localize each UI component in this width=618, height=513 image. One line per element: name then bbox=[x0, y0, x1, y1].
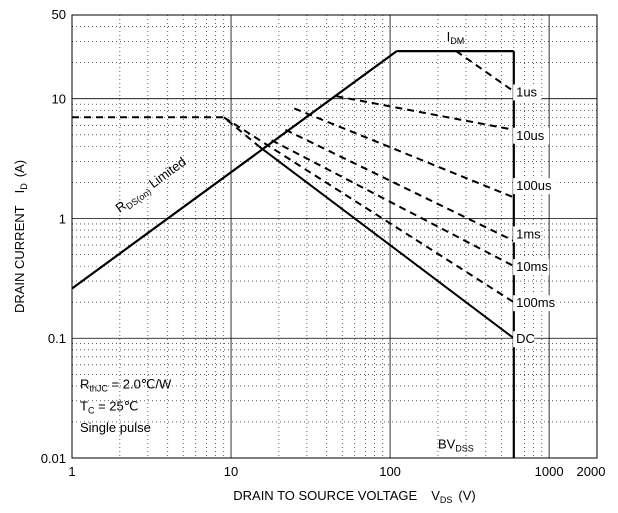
tc-note: TC = 25℃ bbox=[80, 398, 138, 415]
soa-lines bbox=[71, 49, 515, 458]
y-tick-labels: 0.01 0.1 1 10 50 bbox=[41, 7, 66, 466]
curve-label: 10ms bbox=[516, 259, 548, 274]
curve-label: 1us bbox=[516, 84, 537, 99]
y-tick-label: 0.01 bbox=[41, 451, 66, 466]
plot-frame bbox=[71, 14, 598, 459]
curve-100us bbox=[293, 107, 515, 199]
y-tick-label: 1 bbox=[59, 211, 66, 226]
curve-label-bg bbox=[513, 178, 557, 195]
boundary-rds-on bbox=[71, 50, 398, 290]
y-tick-label: 50 bbox=[52, 7, 66, 22]
curve-label-bg bbox=[513, 331, 535, 348]
curve-dc-dashed-extension bbox=[72, 116, 260, 148]
x-tick-label: 10 bbox=[224, 464, 238, 479]
curve-label: 100us bbox=[516, 178, 552, 193]
curve-label-bg bbox=[513, 84, 542, 101]
curve-10ms bbox=[271, 139, 515, 267]
curve-label: 100ms bbox=[516, 295, 556, 310]
y-tick-label: 10 bbox=[52, 92, 66, 107]
rds-on-limited-label: RDS(on) Limited bbox=[112, 154, 189, 217]
bvdss-label: BVDSS bbox=[438, 436, 474, 453]
x-tick-labels: 1 10 100 1000 2000 bbox=[68, 464, 605, 479]
curve-1us bbox=[455, 50, 515, 93]
curve-label: 1ms bbox=[516, 226, 541, 241]
x-tick-label: 100 bbox=[379, 464, 401, 479]
major-gridlines bbox=[72, 15, 597, 458]
curve-label-bg bbox=[513, 127, 550, 144]
curve-DC bbox=[258, 145, 515, 339]
x-tick-label: 1 bbox=[68, 464, 75, 479]
curve-100ms bbox=[223, 116, 515, 304]
x-tick-label: 1000 bbox=[535, 464, 564, 479]
rthjc-note: RthJC = 2.0℃/W bbox=[80, 377, 172, 394]
curve-label: 10us bbox=[516, 128, 545, 143]
curve-label-bg bbox=[513, 259, 550, 276]
curve-10us bbox=[336, 95, 514, 131]
y-tick-label: 0.1 bbox=[48, 331, 66, 346]
curve-labels: 1us 10us 100us 1ms 10ms 100ms DC bbox=[513, 84, 557, 348]
x-axis-label: DRAIN TO SOURCE VOLTAGE VDS (V) bbox=[233, 488, 476, 505]
idm-label: IDM bbox=[447, 29, 465, 46]
curve-label-bg bbox=[513, 295, 557, 312]
single-pulse-note: Single pulse bbox=[80, 420, 151, 435]
x-tick-label: 2000 bbox=[577, 464, 606, 479]
curve-label: DC bbox=[516, 331, 535, 346]
y-axis-label: DRAIN CURRENTID(A) bbox=[12, 160, 29, 313]
curve-1ms bbox=[285, 128, 515, 242]
curve-label-bg bbox=[513, 226, 542, 243]
